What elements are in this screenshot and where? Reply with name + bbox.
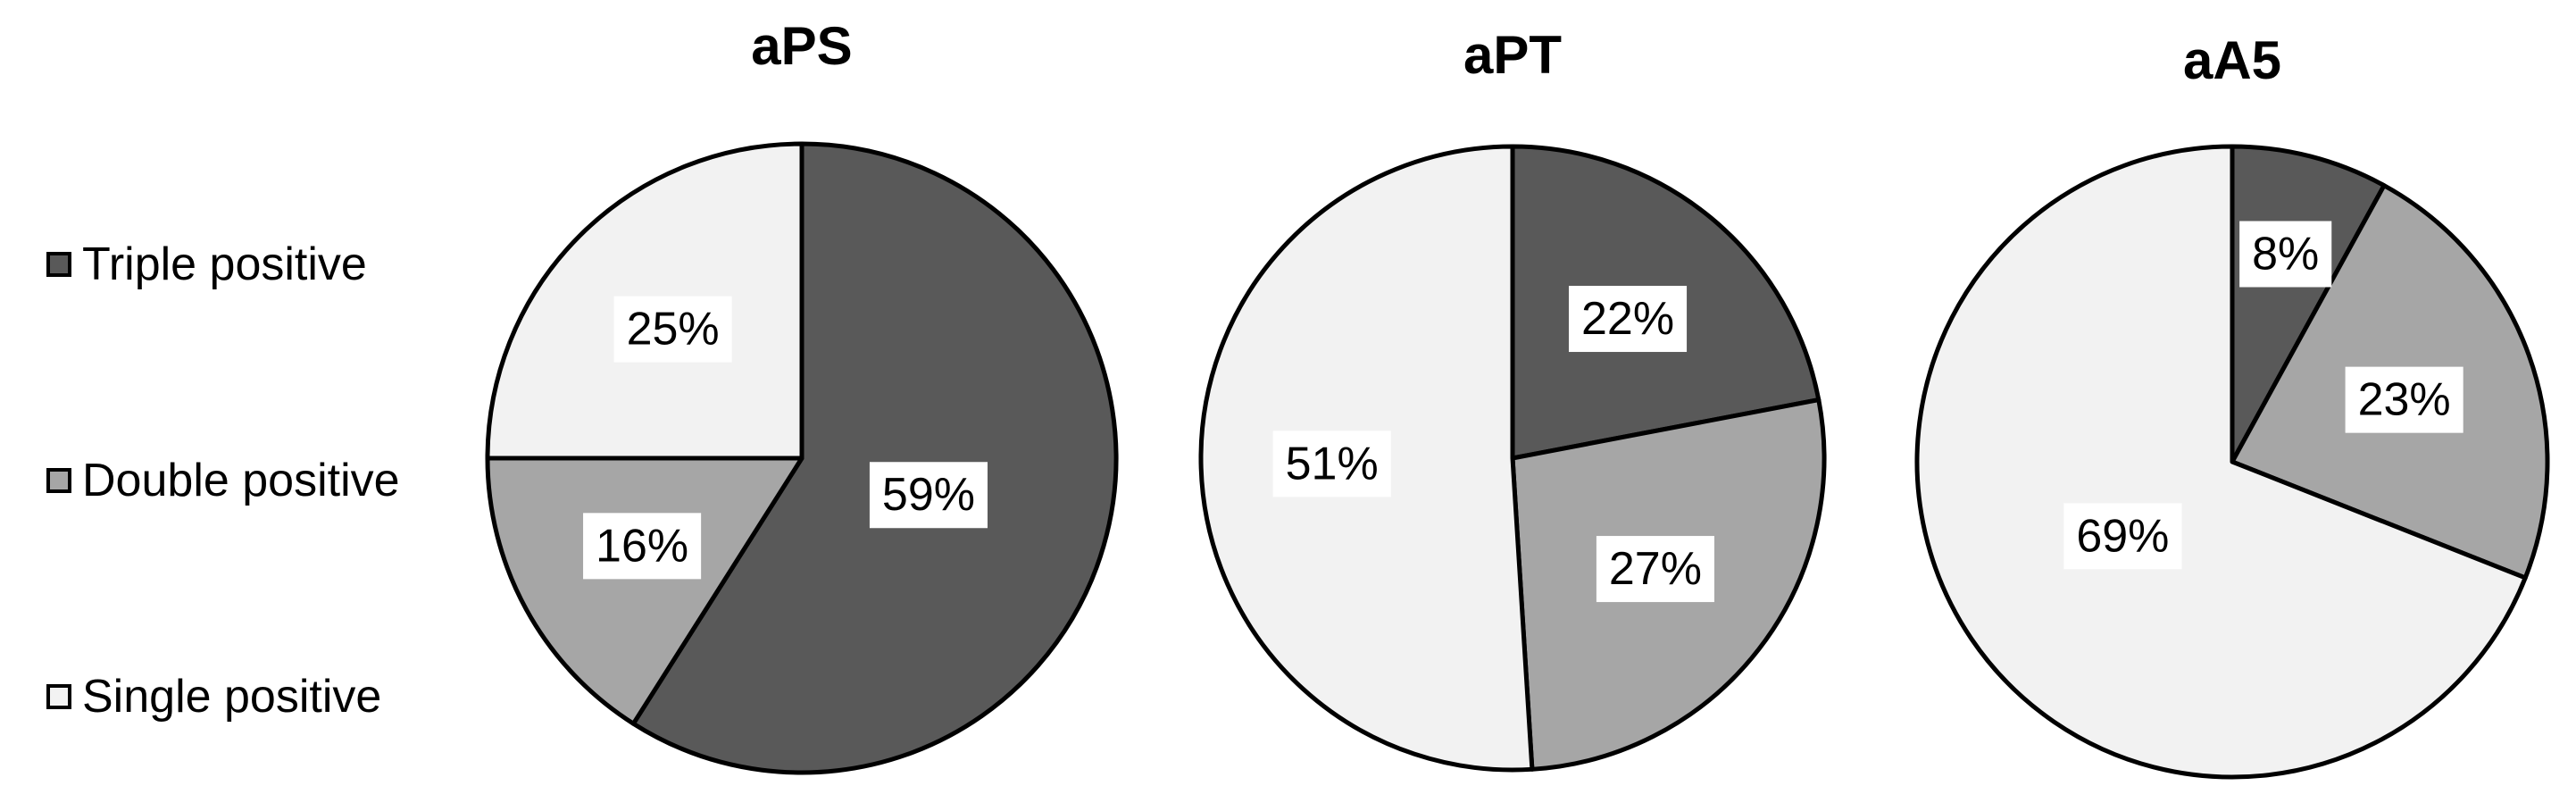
data-label: 51% <box>1272 431 1391 497</box>
data-label-text: 69% <box>2076 510 2169 562</box>
data-label: 27% <box>1596 536 1714 603</box>
pie-slice-double-positive <box>485 456 804 726</box>
data-label-box <box>1272 431 1391 497</box>
pie-chart-aa5: aA5 8% 23% 69% <box>1914 30 2550 780</box>
legend-swatch-single-positive <box>46 684 71 709</box>
data-label-box <box>1596 536 1714 603</box>
data-label-box <box>2239 221 2332 288</box>
data-label: 22% <box>1568 286 1688 353</box>
chart-title: aPT <box>1463 25 1562 85</box>
data-label-box <box>613 296 732 363</box>
data-label-text: 16% <box>596 520 688 572</box>
legend-item-double-positive: Double positive <box>46 457 400 504</box>
data-label-text: 8% <box>2252 229 2319 280</box>
data-label-box <box>869 462 988 529</box>
pie-slice-triple-positive <box>630 141 1119 775</box>
pie-chart-aps: aPS 59% 16% 25% <box>485 16 1119 775</box>
data-label-text: 25% <box>627 304 720 355</box>
legend-label: Single positive <box>82 671 382 723</box>
data-label: 59% <box>869 462 988 529</box>
data-label: 69% <box>2063 503 2182 570</box>
legend-swatch-triple-positive <box>46 252 71 277</box>
chart-title: aA5 <box>2183 30 2281 90</box>
pie-chart-apt: aPT 22% 27% 51% <box>1198 25 1827 773</box>
pie-slice-single-positive <box>1914 144 2528 780</box>
chart-title: aPS <box>751 16 852 76</box>
data-label: 16% <box>583 513 702 580</box>
data-label-text: 23% <box>2358 374 2451 426</box>
data-label: 25% <box>613 296 732 363</box>
legend-label: Double positive <box>82 455 400 506</box>
legend-item-single-positive: Single positive <box>46 673 381 720</box>
data-label-text: 59% <box>882 469 975 521</box>
data-label-text: 22% <box>1581 293 1674 345</box>
legend-swatch-double-positive <box>46 468 71 493</box>
data-label-text: 51% <box>1286 438 1379 489</box>
data-label-box <box>583 513 702 580</box>
legend-item-triple-positive: Triple positive <box>46 241 367 288</box>
data-label: 23% <box>2345 366 2463 433</box>
data-label-box <box>1568 286 1688 353</box>
data-label-text: 27% <box>1609 543 1702 595</box>
data-label-box <box>2345 366 2463 433</box>
data-label-box <box>2063 503 2182 570</box>
data-label: 8% <box>2239 221 2332 288</box>
legend-label: Triple positive <box>82 238 367 290</box>
